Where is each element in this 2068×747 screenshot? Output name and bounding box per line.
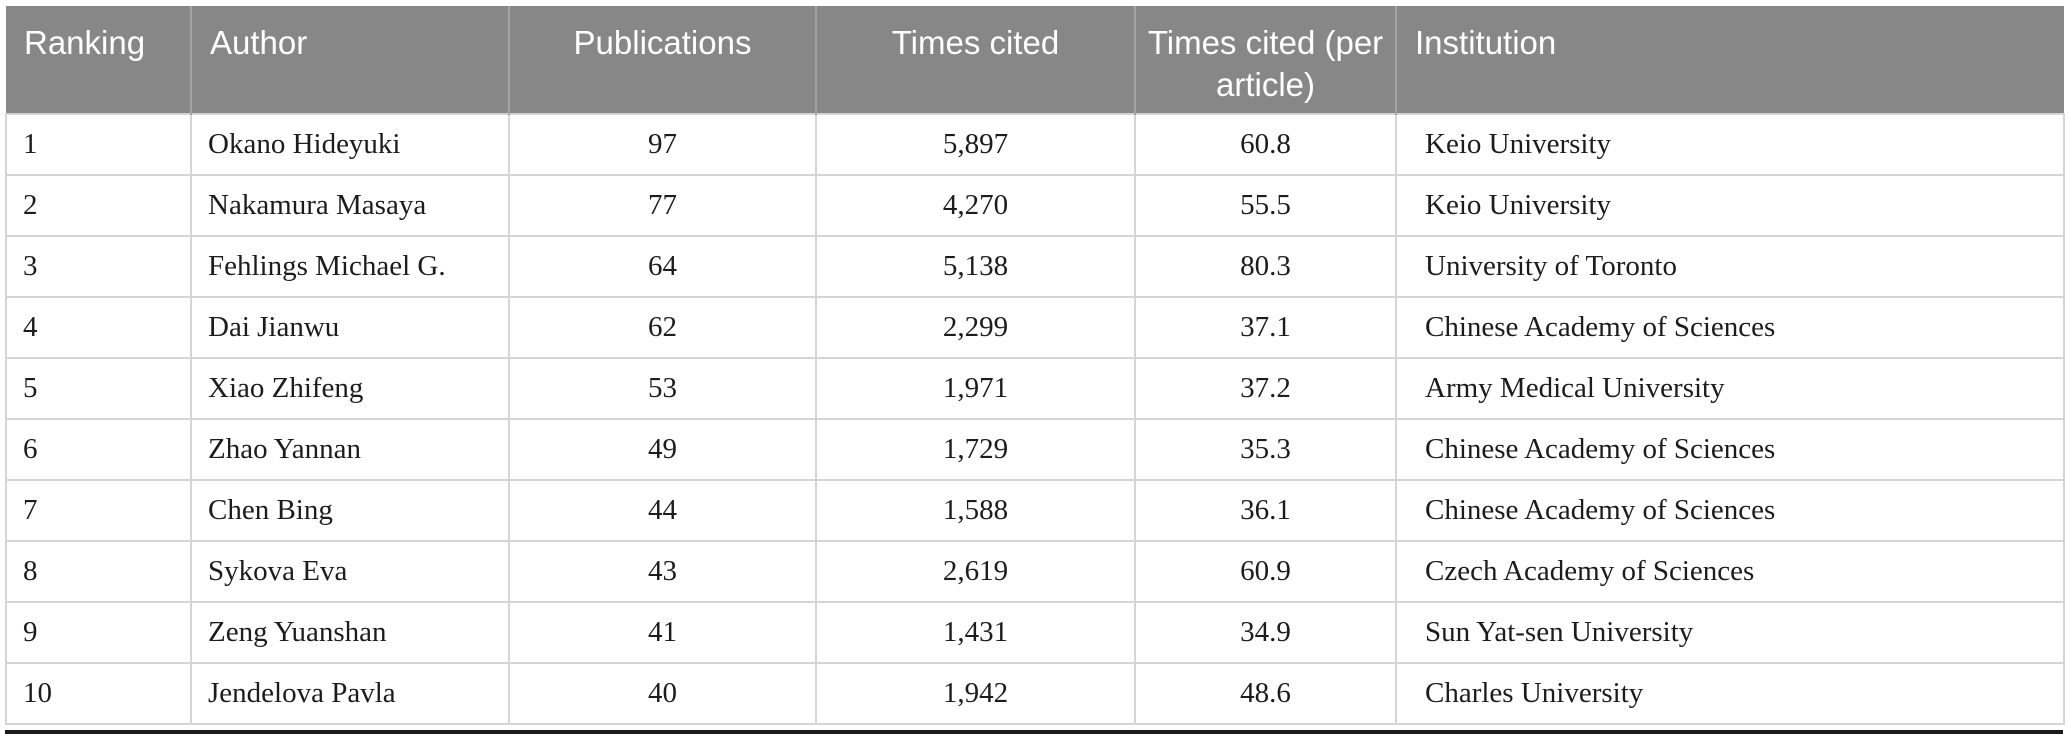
cell-times-cited: 5,897 <box>815 113 1136 176</box>
cell-times-cited: 2,299 <box>815 296 1136 359</box>
cell-institution: Charles University <box>1395 662 2065 725</box>
cell-publications: 49 <box>508 418 817 481</box>
table-row: 3 Fehlings Michael G. 64 5,138 80.3 Universit… <box>5 235 2065 298</box>
cell-ranking: 2 <box>5 174 192 237</box>
cell-publications: 53 <box>508 357 817 420</box>
cell-author: Chen Bing <box>190 479 510 542</box>
table-row: 10 Jendelova Pavla 40 1,942 48.6 Charles Univ… <box>5 662 2065 725</box>
cell-author: Zeng Yuanshan <box>190 601 510 664</box>
table-row: 6 Zhao Yannan 49 1,729 35.3 Chinese Academy o… <box>5 418 2065 481</box>
cell-times-cited-per-article: 48.6 <box>1134 662 1397 725</box>
table-body: 1 Okano Hideyuki 97 5,897 60.8 Keio Universit… <box>5 113 2065 725</box>
cell-institution: Chinese Academy of Sciences <box>1395 479 2065 542</box>
cell-times-cited: 1,588 <box>815 479 1136 542</box>
cell-publications: 41 <box>508 601 817 664</box>
cell-publications: 44 <box>508 479 817 542</box>
cell-ranking: 3 <box>5 235 192 298</box>
cell-times-cited-per-article: 60.8 <box>1134 113 1397 176</box>
cell-publications: 40 <box>508 662 817 725</box>
author-ranking-table: Ranking Author Publications Times cited Time… <box>5 6 2065 725</box>
cell-author: Zhao Yannan <box>190 418 510 481</box>
cell-times-cited: 5,138 <box>815 235 1136 298</box>
cell-institution: Czech Academy of Sciences <box>1395 540 2065 603</box>
table-header: Ranking Author Publications Times cited Time… <box>6 6 2064 114</box>
cell-times-cited-per-article: 37.2 <box>1134 357 1397 420</box>
cell-times-cited-per-article: 80.3 <box>1134 235 1397 298</box>
cell-times-cited-per-article: 35.3 <box>1134 418 1397 481</box>
cell-times-cited: 4,270 <box>815 174 1136 237</box>
cell-author: Sykova Eva <box>190 540 510 603</box>
table-row: 4 Dai Jianwu 62 2,299 37.1 Chinese Academy of… <box>5 296 2065 359</box>
cell-author: Xiao Zhifeng <box>190 357 510 420</box>
cell-times-cited-per-article: 55.5 <box>1134 174 1397 237</box>
cell-author: Okano Hideyuki <box>190 113 510 176</box>
cell-ranking: 6 <box>5 418 192 481</box>
cell-times-cited-per-article: 36.1 <box>1134 479 1397 542</box>
cell-publications: 62 <box>508 296 817 359</box>
cell-times-cited: 2,619 <box>815 540 1136 603</box>
cell-publications: 43 <box>508 540 817 603</box>
cell-author: Fehlings Michael G. <box>190 235 510 298</box>
table-row: 1 Okano Hideyuki 97 5,897 60.8 Keio Universit… <box>5 113 2065 176</box>
table-row: 9 Zeng Yuanshan 41 1,431 34.9 Sun Yat-sen Uni… <box>5 601 2065 664</box>
cell-ranking: 8 <box>5 540 192 603</box>
cell-times-cited: 1,942 <box>815 662 1136 725</box>
cell-publications: 97 <box>508 113 817 176</box>
cell-publications: 77 <box>508 174 817 237</box>
cell-institution: Keio University <box>1395 113 2065 176</box>
cell-ranking: 9 <box>5 601 192 664</box>
column-header-author: Author <box>191 6 510 114</box>
cell-institution: Chinese Academy of Sciences <box>1395 296 2065 359</box>
cell-times-cited-per-article: 34.9 <box>1134 601 1397 664</box>
cell-publications: 64 <box>508 235 817 298</box>
cell-institution: University of Toronto <box>1395 235 2065 298</box>
cell-institution: Chinese Academy of Sciences <box>1395 418 2065 481</box>
column-header-times-cited: Times cited <box>816 6 1136 114</box>
column-header-times-cited-per-article: Times cited (per article) <box>1135 6 1397 114</box>
cell-times-cited-per-article: 60.9 <box>1134 540 1397 603</box>
cell-institution: Army Medical University <box>1395 357 2065 420</box>
cell-author: Jendelova Pavla <box>190 662 510 725</box>
column-header-ranking: Ranking <box>6 6 192 114</box>
cell-times-cited: 1,729 <box>815 418 1136 481</box>
cell-author: Nakamura Masaya <box>190 174 510 237</box>
cell-institution: Sun Yat-sen University <box>1395 601 2065 664</box>
cell-ranking: 4 <box>5 296 192 359</box>
table-row: 8 Sykova Eva 43 2,619 60.9 Czech Academy of S… <box>5 540 2065 603</box>
table-row: 2 Nakamura Masaya 77 4,270 55.5 Keio Universi… <box>5 174 2065 237</box>
cell-ranking: 7 <box>5 479 192 542</box>
cell-author: Dai Jianwu <box>190 296 510 359</box>
column-header-publications: Publications <box>509 6 817 114</box>
table-row: 7 Chen Bing 44 1,588 36.1 Chinese Academy of … <box>5 479 2065 542</box>
cell-institution: Keio University <box>1395 174 2065 237</box>
cell-ranking: 1 <box>5 113 192 176</box>
cell-times-cited: 1,971 <box>815 357 1136 420</box>
cell-times-cited-per-article: 37.1 <box>1134 296 1397 359</box>
cell-ranking: 10 <box>5 662 192 725</box>
table-header-row: Ranking Author Publications Times cited Time… <box>6 6 2064 114</box>
column-header-institution: Institution <box>1396 6 2064 114</box>
cell-times-cited: 1,431 <box>815 601 1136 664</box>
table-row: 5 Xiao Zhifeng 53 1,971 37.2 Army Medical Uni… <box>5 357 2065 420</box>
cell-ranking: 5 <box>5 357 192 420</box>
table-bottom-rule <box>5 730 2063 734</box>
